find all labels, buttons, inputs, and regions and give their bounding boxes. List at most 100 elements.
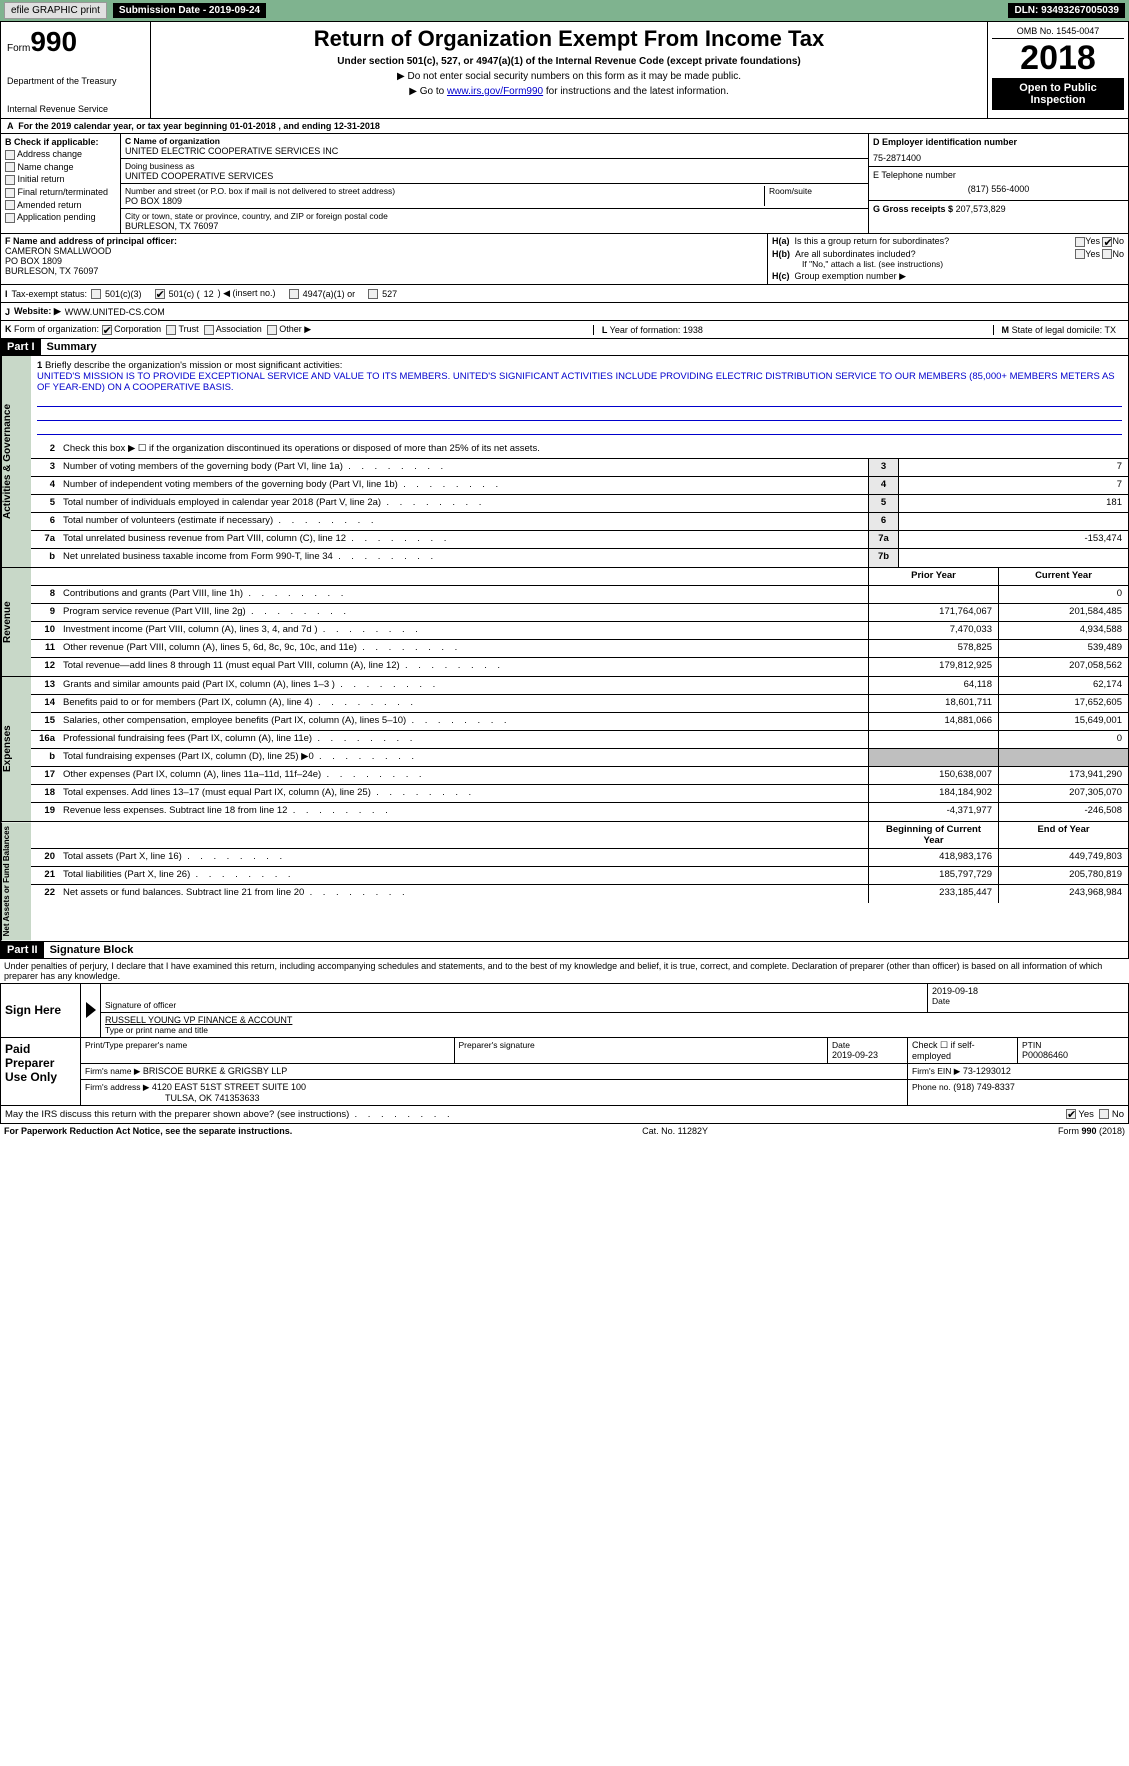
header-block-bcdefg: B Check if applicable: Address change Na… <box>0 134 1129 234</box>
gov-line-6: 6Total number of volunteers (estimate if… <box>31 513 1128 531</box>
discuss-yes-chk[interactable] <box>1066 1109 1076 1119</box>
ha-yes: Yes <box>1085 236 1100 246</box>
form-title: Return of Organization Exempt From Incom… <box>157 26 981 52</box>
section-h: H(a) Is this a group return for subordin… <box>768 234 1128 284</box>
mission-text: UNITED'S MISSION IS TO PROVIDE EXCEPTION… <box>37 371 1115 393</box>
chk-final-return[interactable]: Final return/terminated <box>5 187 116 198</box>
ha-no-chk[interactable] <box>1102 237 1112 247</box>
submission-date: Submission Date - 2019-09-24 <box>113 3 266 18</box>
side-governance: Activities & Governance <box>1 356 31 567</box>
e-value: (817) 556-4000 <box>873 184 1124 194</box>
col-header-rev: Prior Year Current Year <box>31 568 1128 586</box>
chk-amended-return[interactable]: Amended return <box>5 200 116 211</box>
ha-no: No <box>1112 236 1124 246</box>
k-chk-other[interactable] <box>267 325 277 335</box>
lbl-name-change: Name change <box>18 162 74 172</box>
k-chk-trust[interactable] <box>166 325 176 335</box>
i-chk-501c[interactable] <box>155 289 165 299</box>
lbl-application-pending: Application pending <box>17 212 96 222</box>
i-chk-4947[interactable] <box>289 289 299 299</box>
net-line-21: 21Total liabilities (Part X, line 26)185… <box>31 867 1128 885</box>
col-header-net: Beginning of Current Year End of Year <box>31 822 1128 849</box>
c-name-value: UNITED ELECTRIC COOPERATIVE SERVICES INC <box>125 146 864 156</box>
part-ii-title: Signature Block <box>44 942 140 958</box>
chk-initial-return[interactable]: Initial return <box>5 174 116 185</box>
net-line-20: 20Total assets (Part X, line 16)418,983,… <box>31 849 1128 867</box>
hb-no: No <box>1112 249 1124 259</box>
k-chk-corp[interactable] <box>102 325 112 335</box>
arrow-icon <box>86 1002 96 1018</box>
gov-line-5: 5Total number of individuals employed in… <box>31 495 1128 513</box>
sig-date: 2019-09-18 <box>932 986 1124 996</box>
i-text: Tax-exempt status: <box>12 289 88 299</box>
sig-date-label: Date <box>932 996 1124 1006</box>
chk-name-change[interactable]: Name change <box>5 162 116 173</box>
firm-ein-label: Firm's EIN ▶ <box>912 1066 960 1076</box>
exp-line-14: 14Benefits paid to or for members (Part … <box>31 695 1128 713</box>
phone-value: (918) 749-8337 <box>953 1082 1015 1092</box>
prep-name-label: Print/Type preparer's name <box>85 1040 450 1050</box>
e-label: E Telephone number <box>873 170 1124 180</box>
paid-preparer: Paid Preparer Use Only <box>1 1038 81 1105</box>
c-room-label: Room/suite <box>764 186 864 206</box>
ptin-label: PTIN <box>1022 1040 1124 1050</box>
g-label: G Gross receipts $ <box>873 204 953 214</box>
i-label: I <box>5 289 8 299</box>
summary-revenue: Revenue Prior Year Current Year 8Contrib… <box>0 568 1129 677</box>
efile-button[interactable]: efile GRAPHIC print <box>4 2 107 19</box>
gov-line-7a: 7aTotal unrelated business revenue from … <box>31 531 1128 549</box>
c-dba-value: UNITED COOPERATIVE SERVICES <box>125 171 864 181</box>
c-addr-value: PO BOX 1809 <box>125 196 764 206</box>
i-501c3: 501(c)(3) <box>105 289 142 299</box>
prep-date: 2019-09-23 <box>832 1050 903 1060</box>
rev-line-10: 10Investment income (Part VIII, column (… <box>31 622 1128 640</box>
page-footer: For Paperwork Reduction Act Notice, see … <box>0 1124 1129 1138</box>
tax-year: 2018 <box>992 39 1124 78</box>
f-addr1: PO BOX 1809 <box>5 256 763 266</box>
discuss-text: May the IRS discuss this return with the… <box>5 1109 349 1120</box>
hb-no-chk[interactable] <box>1102 249 1112 259</box>
form-header-left: Form990 Department of the Treasury Inter… <box>1 22 151 118</box>
summary-governance: Activities & Governance 1 Briefly descri… <box>0 356 1129 568</box>
part-ii-hdr: Part II <box>1 942 44 958</box>
label-a: A <box>7 121 13 131</box>
part-i-header-row: Part I Summary <box>0 339 1129 356</box>
i-527: 527 <box>382 289 397 299</box>
discuss-no: No <box>1112 1109 1124 1120</box>
section-g: G Gross receipts $ 207,573,829 <box>869 201 1128 233</box>
hb-label: H(b) <box>772 249 790 259</box>
i-chk-501c3[interactable] <box>91 289 101 299</box>
hb-yes-chk[interactable] <box>1075 249 1085 259</box>
discuss-row: May the IRS discuss this return with the… <box>0 1106 1129 1124</box>
check-self-employed[interactable]: Check ☐ if self-employed <box>908 1038 1018 1063</box>
row-klm: K Form of organization: Corporation Trus… <box>0 321 1129 339</box>
g-value: 207,573,829 <box>956 204 1006 214</box>
ha-yes-chk[interactable] <box>1075 237 1085 247</box>
discuss-no-chk[interactable] <box>1099 1109 1109 1119</box>
chk-address-change[interactable]: Address change <box>5 149 116 160</box>
firm-name: BRISCOE BURKE & GRIGSBY LLP <box>143 1066 287 1076</box>
k-chk-assoc[interactable] <box>204 325 214 335</box>
row-j: J Website: ▶ WWW.UNITED-CS.COM <box>0 303 1129 321</box>
i-501c-pre: 501(c) ( <box>169 289 200 299</box>
chk-application-pending[interactable]: Application pending <box>5 212 116 223</box>
k-assoc: Association <box>216 324 262 334</box>
rev-line-12: 12Total revenue—add lines 8 through 11 (… <box>31 658 1128 676</box>
f-label: F Name and address of principal officer: <box>5 236 763 246</box>
form-note-1: ▶ Do not enter social security numbers o… <box>157 71 981 82</box>
summary-net-assets: Net Assets or Fund Balances Beginning of… <box>0 822 1129 941</box>
k-text: Form of organization: <box>14 324 99 334</box>
dept-irs: Internal Revenue Service <box>7 104 144 114</box>
note2-post: for instructions and the latest informat… <box>543 86 729 97</box>
section-b: B Check if applicable: Address change Na… <box>1 134 121 233</box>
footer-mid: Cat. No. 11282Y <box>642 1126 708 1136</box>
irs-link[interactable]: www.irs.gov/Form990 <box>447 86 543 97</box>
col-prior: Prior Year <box>868 568 998 585</box>
section-c: C Name of organization UNITED ELECTRIC C… <box>121 134 868 233</box>
line2-num: 2 <box>31 441 59 458</box>
line2-text: Check this box ▶ ☐ if the organization d… <box>59 441 1128 458</box>
section-deg: D Employer identification number 75-2871… <box>868 134 1128 233</box>
i-chk-527[interactable] <box>368 289 378 299</box>
f-name: CAMERON SMALLWOOD <box>5 246 763 256</box>
firm-addr2: TULSA, OK 741353633 <box>165 1093 260 1103</box>
